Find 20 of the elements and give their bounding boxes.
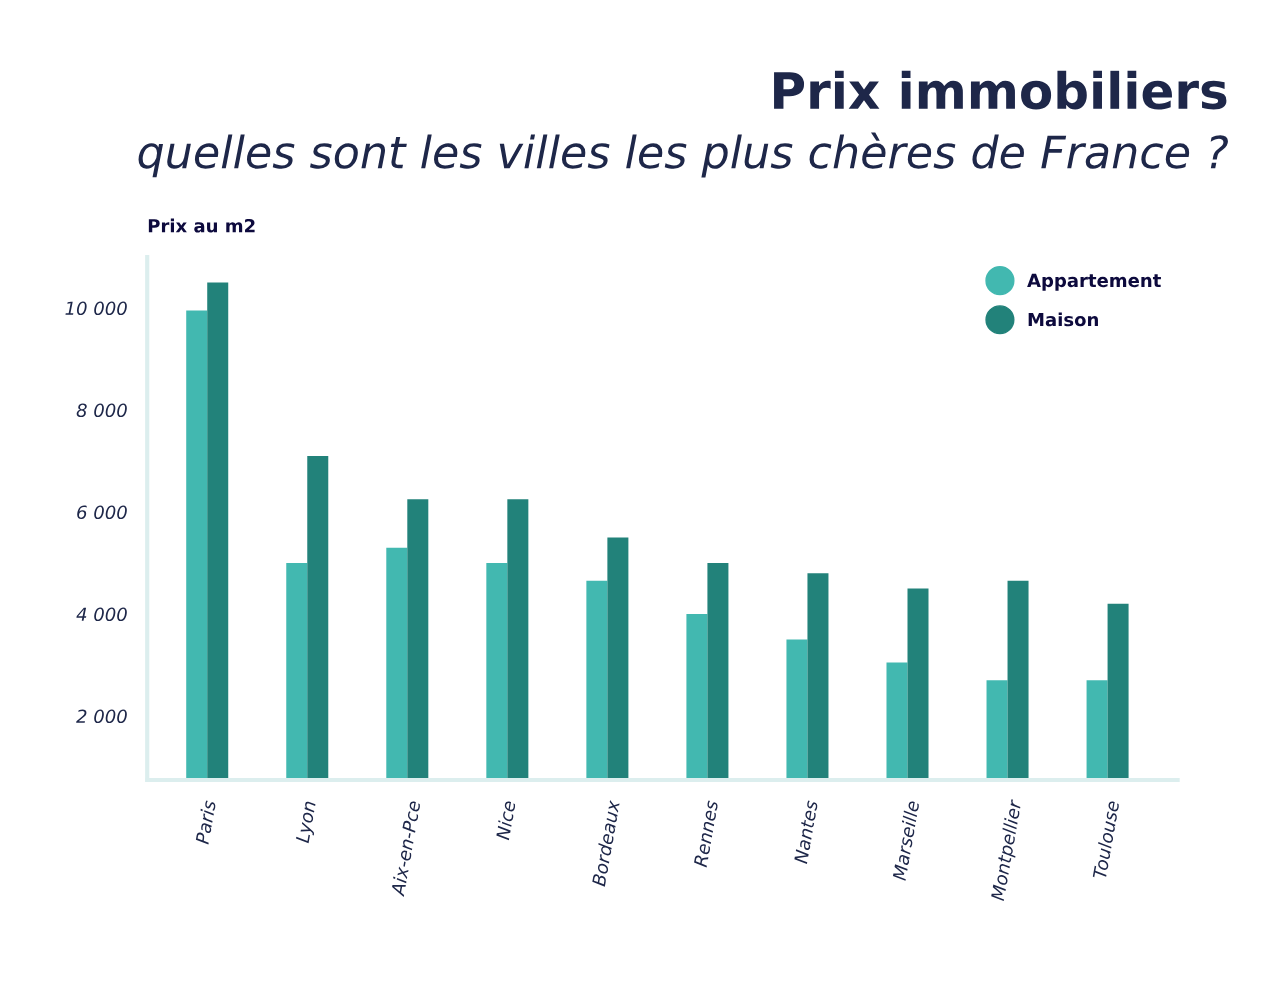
chart-title: Prix immobiliers [774, 70, 1227, 110]
x-tick-label: Toulouse [1092, 800, 1120, 880]
y-tick-label: 8 000 [76, 403, 127, 418]
x-tick-label: Paris [194, 799, 217, 845]
y-tick-label: 4 000 [76, 607, 127, 622]
x-tick-label: Marseille [891, 800, 920, 881]
y-tick-label: 2 000 [76, 709, 127, 724]
x-tick-label: Lyon [295, 800, 320, 844]
y-axis-title: Prix au m2 [148, 218, 255, 233]
x-tick-label: Nantes [793, 799, 819, 865]
x-tick-label: Bordeaux [591, 799, 621, 887]
chart-subtitle: quelles sont les villes les plus chères de France ? [138, 132, 1228, 178]
x-tick-label: Nice [495, 800, 516, 841]
y-tick-label: 10 000 [65, 301, 127, 316]
y-tick-label: 6 000 [77, 505, 127, 520]
legend-label: Appartement [1027, 273, 1161, 291]
legend-label: Maison [1028, 312, 1098, 327]
x-tick-label: Montpellier [990, 798, 1026, 902]
x-tick-label: Aix-en-Pce [390, 800, 421, 897]
x-tick-label: Rennes [693, 799, 719, 868]
